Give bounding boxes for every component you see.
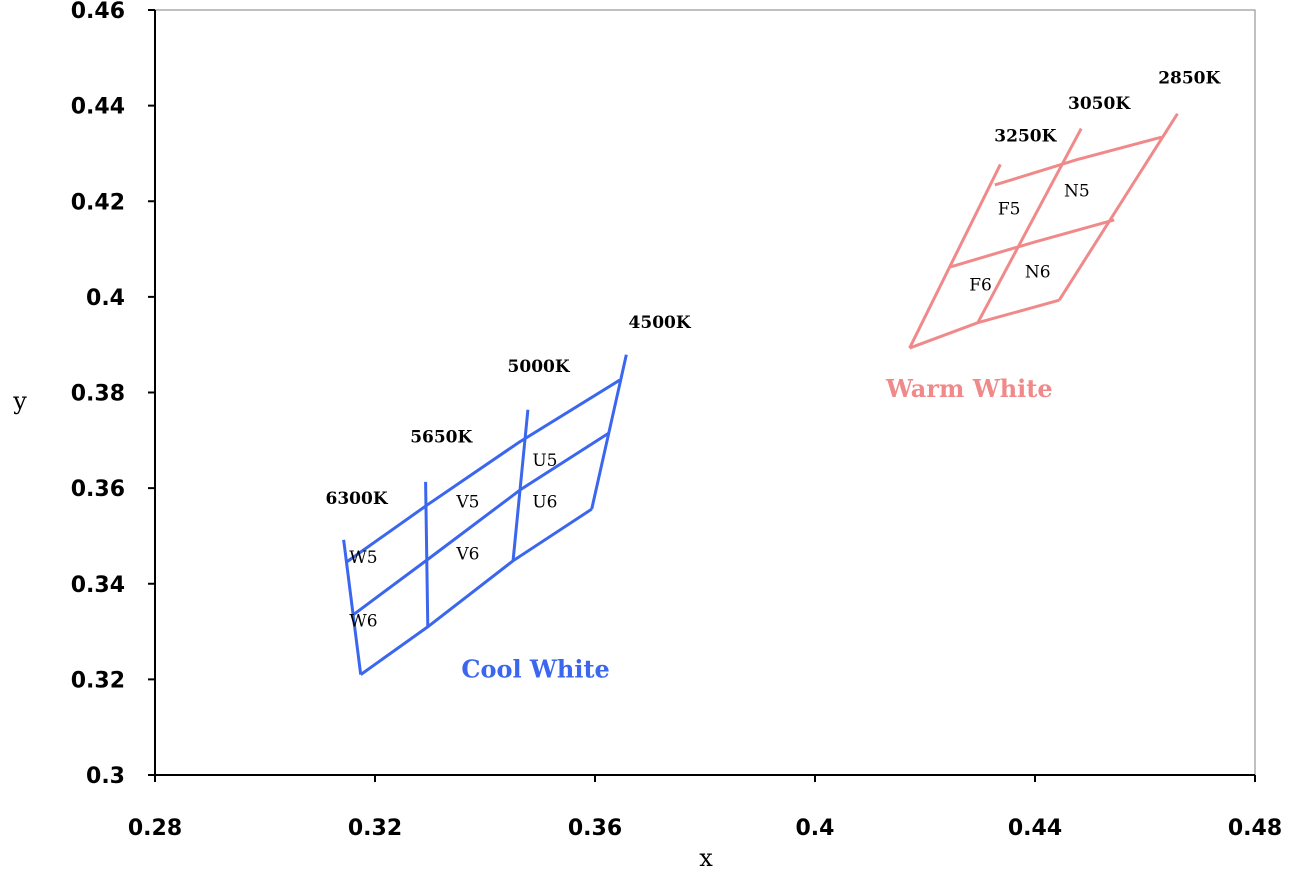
x-tick-label: 0.4 [796, 816, 835, 841]
cct-label: 2850K [1158, 69, 1221, 89]
bin-label: F5 [998, 200, 1021, 220]
bin-label: W6 [349, 611, 377, 631]
cct-line [342, 539, 363, 675]
cct-label: 3250K [994, 126, 1057, 146]
cct-label: 4500K [629, 313, 692, 333]
duv-line [346, 378, 621, 563]
plot-frame [154, 9, 1256, 776]
duv-line [909, 298, 1060, 350]
cct-label: 5000K [508, 357, 571, 377]
cct-line [1057, 112, 1179, 302]
x-tick-label: 0.32 [348, 816, 402, 841]
duv-line [351, 431, 610, 617]
cct-label: 3050K [1068, 94, 1131, 114]
group-label: Warm White [885, 374, 1053, 403]
cct-line [590, 354, 628, 510]
cct-line [976, 127, 1083, 324]
x-tick-label: 0.44 [1008, 816, 1062, 841]
y-tick-label: 0.32 [71, 668, 125, 693]
x-ticks: 0.28 0.32 0.36 0.4 0.44 0.48 [128, 775, 1282, 841]
duv-line [359, 507, 593, 676]
bin-label: W5 [349, 548, 377, 568]
x-axis-label: x [699, 844, 713, 872]
duv-line [994, 135, 1162, 187]
bin-group: 6300K 5650K 5000K 4500K U5 U6 V5 V6 W5 W6 Cool Whi… [326, 313, 692, 684]
cct-line [511, 409, 530, 561]
group-label: Cool White [461, 654, 609, 683]
cct-label: 6300K [326, 489, 389, 509]
bin-label: V6 [455, 544, 479, 564]
y-tick-label: 0.42 [71, 190, 125, 215]
bin-label: U6 [532, 492, 557, 512]
y-tick-label: 0.4 [86, 286, 125, 311]
x-tick-label: 0.36 [568, 816, 622, 841]
bin-label: U5 [532, 451, 557, 471]
bin-label: F6 [969, 276, 992, 296]
duv-line [950, 218, 1115, 269]
bin-group: 3250K 3050K 2850K F5 N5 F6 N6 Warm White [885, 69, 1222, 403]
cct-label: 5650K [410, 428, 473, 448]
y-tick-label: 0.3 [86, 764, 125, 789]
bin-label: N5 [1064, 181, 1090, 201]
y-tick-label: 0.46 [71, 0, 125, 24]
x-tick-label: 0.48 [1228, 816, 1282, 841]
y-tick-label: 0.34 [71, 573, 125, 598]
y-tick-label: 0.44 [71, 95, 125, 120]
y-ticks: 0.3 0.32 0.34 0.36 0.38 0.4 0.42 0.44 0.46 [71, 0, 155, 789]
cct-line [908, 163, 1002, 349]
bin-label: N6 [1025, 262, 1051, 282]
bin-label: V5 [455, 492, 479, 512]
x-tick-label: 0.28 [128, 816, 182, 841]
y-axis-label: y [12, 387, 27, 415]
chart-marks: 6300K 5650K 5000K 4500K U5 U6 V5 V6 W5 W6 Cool Whi… [326, 69, 1222, 684]
y-tick-label: 0.38 [71, 382, 125, 407]
y-tick-label: 0.36 [71, 477, 125, 502]
